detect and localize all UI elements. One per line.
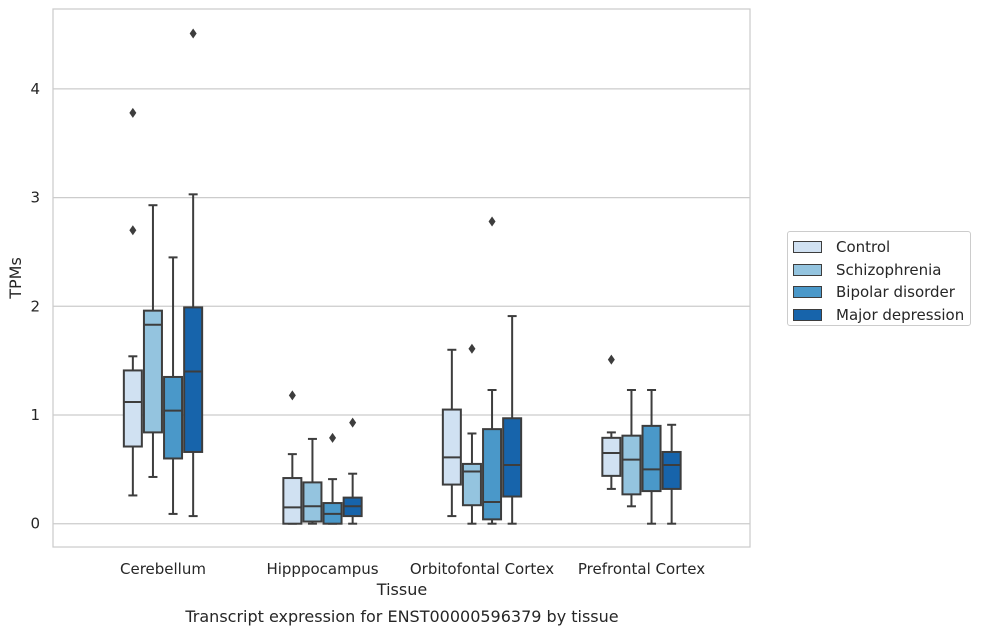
legend-swatch (793, 263, 822, 276)
box (441, 408, 462, 486)
outlier-point (129, 225, 137, 236)
box (502, 417, 523, 498)
outlier-point (288, 390, 296, 401)
x-tick-label: Hipppocampus (266, 560, 378, 578)
x-tick-label: Cerebellum (120, 560, 206, 578)
y-tick-labels: 0 1 2 3 4 (30, 80, 40, 533)
box-plot (461, 343, 482, 525)
box-plot (183, 28, 204, 518)
outlier-point (468, 343, 476, 354)
y-axis-label: TPMs (6, 257, 25, 300)
box (163, 375, 184, 460)
legend-item: Bipolar disorder (793, 281, 970, 304)
box-plot (641, 388, 662, 525)
box-plot (142, 204, 163, 478)
x-axis-label: Tissue (376, 580, 427, 599)
box-plot (342, 417, 363, 525)
outlier-point (189, 28, 197, 39)
x-tick-label: Orbitofontal Cortex (410, 560, 554, 578)
outlier-point (329, 432, 337, 443)
legend-label: Major depression (836, 305, 965, 324)
legend-swatch (793, 241, 822, 254)
legend-swatch (793, 308, 822, 321)
y-tick-label: 4 (30, 80, 40, 98)
box (482, 428, 503, 521)
legend-label: Bipolar disorder (836, 283, 955, 302)
box-plot (302, 437, 323, 525)
box-plots (122, 28, 682, 525)
box-plot (661, 423, 682, 525)
box-plot (282, 390, 303, 525)
legend-item: Control (793, 236, 970, 259)
box-plot (122, 107, 143, 497)
x-tick-label: Prefrontal Cortex (578, 560, 705, 578)
y-tick-label: 3 (30, 189, 40, 207)
x-tick-labels: Cerebellum Hipppocampus Orbitofontal Corte… (120, 560, 705, 578)
legend: Control Schizophrenia Bipolar disorder Majo… (787, 231, 971, 326)
box (302, 481, 323, 523)
y-tick-label: 1 (30, 406, 40, 424)
box-plot (502, 315, 523, 525)
legend-item: Schizophrenia (793, 259, 970, 282)
box (601, 436, 622, 477)
box (641, 424, 662, 493)
box (142, 309, 163, 434)
outlier-point (349, 417, 357, 428)
legend-swatch (793, 286, 822, 299)
plot-frame (52, 8, 751, 548)
legend-item: Major depression (793, 304, 970, 327)
chart-title: Transcript expression for ENST0000059637… (184, 607, 618, 626)
outlier-point (129, 107, 137, 118)
box-plot (441, 348, 462, 518)
box-plot (621, 388, 642, 508)
box (621, 434, 642, 496)
legend-label: Schizophrenia (836, 260, 942, 279)
outlier-point (607, 354, 615, 365)
box-plot (322, 432, 343, 525)
outlier-point (488, 216, 496, 227)
box-plot (601, 354, 622, 490)
box (461, 462, 482, 507)
box-plot (482, 216, 503, 525)
box (183, 306, 204, 453)
box-plot (163, 256, 184, 515)
y-tick-label: 0 (30, 515, 40, 533)
legend-label: Control (836, 238, 891, 257)
box (661, 450, 682, 490)
box (122, 369, 143, 448)
y-tick-label: 2 (30, 297, 40, 315)
box (282, 477, 303, 525)
